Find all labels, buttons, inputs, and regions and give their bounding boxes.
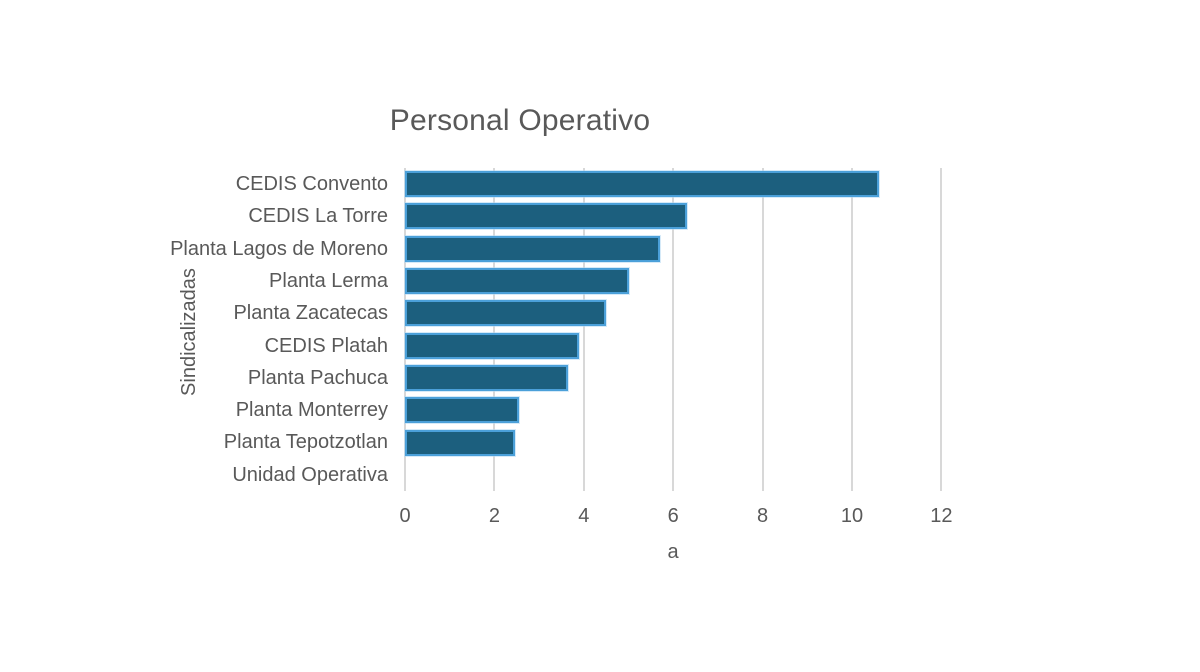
category-label: Planta Lerma xyxy=(269,269,388,292)
bar xyxy=(405,429,515,456)
x-tick-label: 8 xyxy=(757,505,769,527)
category-label: Planta Zacatecas xyxy=(233,302,388,325)
gridline-x-0 xyxy=(404,168,406,491)
category-label: Planta Monterrey xyxy=(235,399,388,422)
category-label: Planta Lagos de Moreno xyxy=(170,237,388,260)
category-label: CEDIS La Torre xyxy=(248,205,388,228)
chart-title: Personal Operativo xyxy=(389,104,651,137)
bar xyxy=(405,364,569,391)
bar xyxy=(405,203,687,230)
x-axis-title: a xyxy=(667,541,679,563)
gridline-x-10 xyxy=(851,168,853,491)
bar xyxy=(405,332,580,359)
x-tick-label: 6 xyxy=(667,505,679,527)
category-label: Planta Pachuca xyxy=(247,366,388,389)
x-tick-label: 10 xyxy=(840,505,864,527)
category-label: Unidad Operativa xyxy=(232,463,388,486)
x-tick-label: 0 xyxy=(399,505,411,527)
bar xyxy=(405,235,660,262)
bar xyxy=(405,171,879,198)
bar xyxy=(405,300,607,327)
bar xyxy=(405,268,629,295)
gridline-x-4 xyxy=(582,168,585,491)
category-label: Planta Tepotzotlan xyxy=(223,431,388,454)
gridline-x-8 xyxy=(761,168,764,491)
category-label: CEDIS Platah xyxy=(264,334,388,357)
gridline-x-6 xyxy=(672,168,675,491)
x-tick-label: 4 xyxy=(578,505,590,527)
x-tick-label: 2 xyxy=(488,505,500,527)
gridline-x-12 xyxy=(940,168,943,491)
x-tick-label: 12 xyxy=(930,505,953,527)
gridline-x-2 xyxy=(493,168,496,491)
category-label: CEDIS Convento xyxy=(235,173,388,195)
bar xyxy=(405,397,519,424)
